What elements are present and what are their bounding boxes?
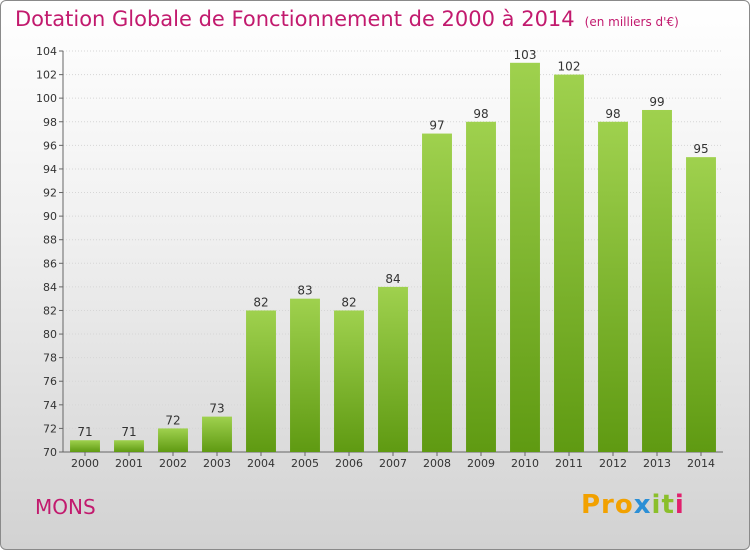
y-tick-label: 86 — [43, 257, 57, 270]
bar — [114, 440, 144, 452]
bar — [642, 109, 672, 453]
y-tick-label: 92 — [43, 187, 57, 200]
y-tick-label: 90 — [43, 210, 57, 223]
x-tick-label: 2001 — [115, 457, 143, 470]
data-label: 72 — [165, 413, 180, 427]
y-tick-label: 74 — [43, 399, 57, 412]
y-tick-label: 88 — [43, 234, 57, 247]
y-tick-label: 76 — [43, 375, 57, 388]
data-label: 84 — [385, 272, 400, 286]
data-label: 95 — [693, 142, 708, 156]
y-tick-label: 98 — [43, 116, 57, 129]
y-tick-label: 94 — [43, 163, 57, 176]
x-tick-label: 2000 — [71, 457, 99, 470]
x-tick-label: 2010 — [511, 457, 539, 470]
x-tick-label: 2007 — [379, 457, 407, 470]
logo-part-4: i — [674, 490, 685, 520]
bar — [334, 310, 364, 452]
bar — [378, 286, 408, 452]
x-tick-label: 2002 — [159, 457, 187, 470]
x-tick-label: 2004 — [247, 457, 275, 470]
chart-subtitle: (en milliers d'€) — [584, 15, 679, 29]
x-tick-label: 2014 — [687, 457, 715, 470]
bar — [466, 121, 496, 452]
y-tick-label: 104 — [36, 45, 57, 58]
chart-title: Dotation Globale de Fonctionnement de 20… — [15, 7, 679, 31]
bar — [686, 157, 716, 452]
bar — [158, 428, 188, 452]
x-tick-label: 2011 — [555, 457, 583, 470]
x-tick-label: 2005 — [291, 457, 319, 470]
data-label: 99 — [649, 95, 664, 109]
bar — [422, 133, 452, 452]
place-name: MONS — [35, 495, 96, 519]
data-label: 98 — [473, 107, 488, 121]
y-tick-label: 70 — [43, 446, 57, 459]
data-label: 83 — [297, 284, 312, 298]
data-label: 82 — [341, 295, 356, 309]
y-tick-label: 84 — [43, 281, 57, 294]
bar — [202, 416, 232, 452]
y-tick-label: 78 — [43, 352, 57, 365]
x-tick-label: 2006 — [335, 457, 363, 470]
bar — [554, 74, 584, 453]
y-tick-label: 100 — [36, 92, 57, 105]
data-label: 73 — [209, 402, 224, 416]
data-label: 103 — [514, 48, 537, 62]
title-text: Dotation Globale de Fonctionnement de 20… — [15, 7, 575, 31]
x-tick-label: 2008 — [423, 457, 451, 470]
bar — [598, 121, 628, 452]
x-tick-label: 2003 — [203, 457, 231, 470]
logo-part-3: it — [651, 490, 675, 520]
logo-part-2: x — [633, 490, 652, 520]
data-label: 97 — [429, 119, 444, 133]
bar — [70, 440, 100, 452]
data-label: 71 — [121, 425, 136, 439]
x-tick-label: 2012 — [599, 457, 627, 470]
y-tick-label: 102 — [36, 69, 57, 82]
data-label: 71 — [77, 425, 92, 439]
bar — [290, 298, 320, 452]
y-tick-label: 82 — [43, 304, 57, 317]
bar — [246, 310, 276, 452]
x-tick-label: 2009 — [467, 457, 495, 470]
proxiti-logo: Proxiti — [581, 490, 685, 520]
x-tick-label: 2013 — [643, 457, 671, 470]
data-label: 82 — [253, 295, 268, 309]
y-tick-label: 72 — [43, 422, 57, 435]
data-label: 98 — [605, 107, 620, 121]
logo-part-1: Pro — [581, 490, 634, 520]
y-tick-label: 80 — [43, 328, 57, 341]
y-tick-label: 96 — [43, 139, 57, 152]
bar — [510, 62, 540, 452]
data-label: 102 — [558, 60, 581, 74]
